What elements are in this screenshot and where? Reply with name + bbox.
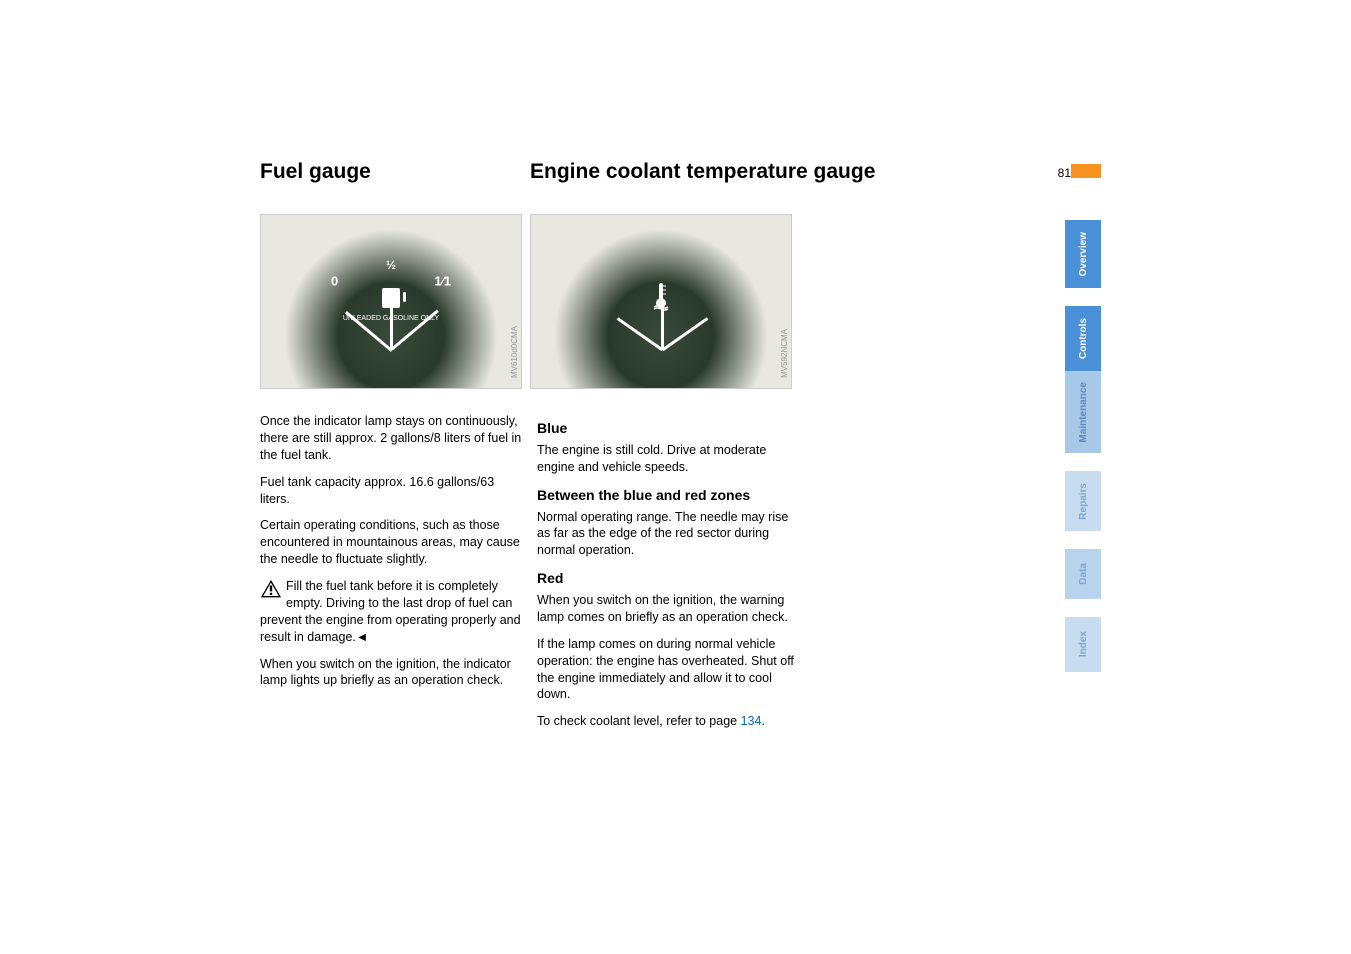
coolant-check-suffix: . [761, 714, 764, 728]
blue-heading: Blue [537, 419, 802, 438]
temp-gauge-tick [617, 317, 664, 351]
coolant-gauge-heading: Engine coolant temperature gauge [530, 160, 875, 184]
tab-gap [1065, 599, 1101, 617]
temp-gauge-image: MV592NCMA [530, 214, 792, 389]
tab-label: Overview [1078, 226, 1089, 282]
image-code: MV610d0CMA [510, 326, 519, 378]
page-reference-link[interactable]: 134 [741, 714, 762, 728]
coolant-check-text: To check coolant level, refer to page 13… [537, 713, 802, 730]
tab-label: Maintenance [1078, 376, 1089, 449]
fuel-end-marks: 0 1⁄1 [331, 273, 451, 288]
fuel-ignition-check-text: When you switch on the ignition, the ind… [260, 656, 525, 690]
tab-gap [1065, 531, 1101, 549]
warning-end-marker: ◄ [356, 630, 368, 644]
fuel-gauge-heading: Fuel gauge [260, 160, 530, 184]
coolant-check-prefix: To check coolant level, refer to page [537, 714, 741, 728]
tab-index[interactable]: Index [1065, 617, 1101, 672]
tab-label: Index [1078, 625, 1089, 663]
red-ignition-text: When you switch on the ignition, the war… [537, 592, 802, 626]
image-code: MV592NCMA [780, 329, 789, 378]
warning-triangle-icon [260, 579, 282, 599]
tab-maintenance[interactable]: Maintenance [1065, 371, 1101, 453]
tab-controls[interactable]: Controls [1065, 306, 1101, 371]
fuel-capacity-text: Fuel tank capacity approx. 16.6 gallons/… [260, 474, 525, 508]
temp-gauge-tick [661, 305, 664, 350]
between-zones-heading: Between the blue and red zones [537, 486, 802, 505]
tab-label: Repairs [1078, 477, 1089, 526]
blue-text: The engine is still cold. Drive at moder… [537, 442, 802, 476]
page-content: Fuel gauge Engine coolant temperature ga… [260, 160, 1060, 740]
fuel-warning-block: Fill the fuel tank before it is complete… [260, 578, 525, 646]
temp-gauge-tick [662, 317, 709, 351]
coolant-gauge-column: Blue The engine is still cold. Drive at … [537, 413, 802, 740]
between-zones-text: Normal operating range. The needle may r… [537, 509, 802, 560]
red-heading: Red [537, 569, 802, 588]
fuel-indicator-text: Once the indicator lamp stays on continu… [260, 413, 525, 464]
page-corner-marker [1071, 164, 1101, 178]
section-headings: Fuel gauge Engine coolant temperature ga… [260, 160, 1060, 184]
fuel-gauge-image: ½ 0 1⁄1 UNLEADED GASOLINE ONLY MV610d0CM… [260, 214, 522, 389]
tab-gap [1065, 453, 1101, 471]
fuel-warning-text: Fill the fuel tank before it is complete… [260, 579, 521, 644]
fuel-gauge-column: Once the indicator lamp stays on continu… [260, 413, 525, 740]
fuel-zero-mark: 0 [331, 273, 338, 288]
tab-data[interactable]: Data [1065, 549, 1101, 599]
tab-overview[interactable]: Overview [1065, 220, 1101, 288]
gauge-images-row: ½ 0 1⁄1 UNLEADED GASOLINE ONLY MV610d0CM… [260, 214, 1060, 389]
text-columns: Once the indicator lamp stays on continu… [260, 413, 1060, 740]
side-nav-tabs: Overview Controls Maintenance Repairs Da… [1065, 220, 1101, 672]
fuel-full-mark: 1⁄1 [434, 273, 451, 288]
tab-gap [1065, 288, 1101, 306]
red-overheat-text: If the lamp comes on during normal vehic… [537, 636, 802, 704]
tab-label: Controls [1078, 312, 1089, 365]
fuel-conditions-text: Certain operating conditions, such as th… [260, 517, 525, 568]
tab-label: Data [1078, 557, 1089, 591]
tab-repairs[interactable]: Repairs [1065, 471, 1101, 531]
fuel-gauge-needle [390, 302, 393, 350]
fuel-half-mark: ½ [386, 258, 396, 272]
